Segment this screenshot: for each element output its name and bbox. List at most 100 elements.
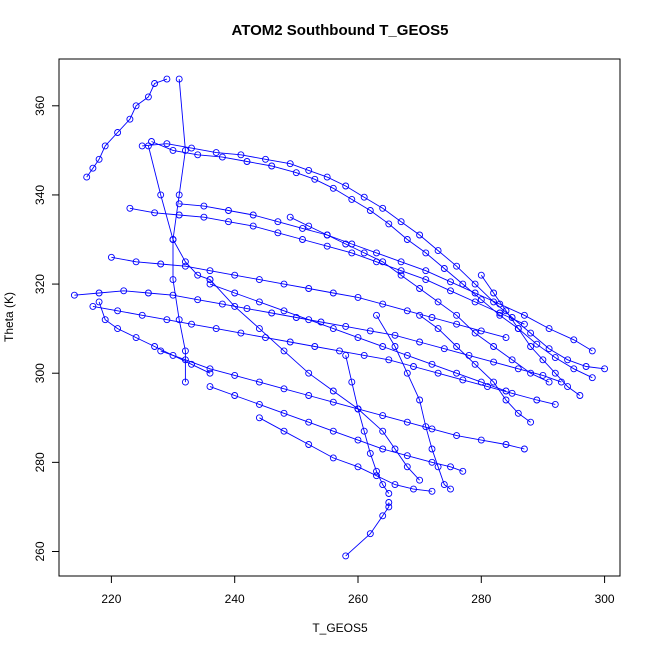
data-point	[151, 80, 159, 87]
data-point	[280, 280, 288, 288]
data-point	[410, 363, 417, 370]
data-point	[132, 258, 140, 266]
x-axis-label: T_GEOS5	[312, 621, 368, 635]
data-point	[471, 360, 479, 368]
data-point	[323, 242, 331, 250]
data-point	[206, 365, 214, 373]
chart-title: ATOM2 Southbound T_GEOS5	[232, 22, 449, 39]
data-point	[453, 311, 461, 319]
y-axis: 260 280 300 320 340 360	[33, 95, 59, 562]
data-point	[410, 485, 417, 493]
data-point	[348, 249, 356, 257]
data-point	[114, 307, 122, 315]
data-point	[397, 218, 405, 226]
data-point	[342, 182, 350, 190]
data-point	[360, 193, 368, 201]
data-point	[422, 423, 430, 431]
data-point	[305, 418, 313, 426]
series-line	[172, 79, 186, 383]
data-point	[89, 302, 97, 310]
data-point	[373, 467, 380, 475]
x-tick-label: 300	[595, 592, 615, 606]
data-point	[206, 280, 214, 288]
data-point	[527, 343, 535, 350]
data-layer	[70, 75, 609, 560]
data-point	[188, 360, 195, 368]
series-line	[480, 274, 581, 396]
data-point	[169, 276, 177, 284]
data-point	[299, 236, 306, 243]
data-point	[274, 229, 282, 237]
data-point	[243, 305, 251, 313]
data-point	[280, 427, 288, 435]
data-point	[194, 271, 202, 279]
data-point	[243, 158, 251, 165]
data-point	[570, 336, 578, 344]
data-point	[169, 291, 177, 299]
data-point	[120, 287, 128, 295]
data-point	[329, 427, 337, 435]
data-point	[471, 289, 479, 297]
data-point	[434, 298, 442, 306]
data-point	[95, 155, 103, 163]
data-point	[428, 487, 436, 495]
x-tick-label: 280	[471, 592, 491, 606]
data-point	[471, 298, 479, 306]
data-point	[428, 425, 436, 433]
series-line	[111, 256, 507, 339]
data-point	[391, 343, 399, 350]
data-point	[385, 499, 393, 506]
data-point	[576, 392, 584, 399]
data-point	[212, 149, 220, 157]
data-point	[440, 265, 448, 272]
data-point	[508, 356, 516, 364]
series-line	[86, 78, 168, 178]
data-point	[218, 153, 226, 161]
data-point	[539, 356, 547, 364]
data-point	[299, 224, 306, 232]
data-point	[175, 191, 183, 199]
data-point	[373, 249, 380, 257]
data-point	[342, 240, 350, 248]
series-line	[179, 203, 593, 352]
data-point	[459, 467, 467, 475]
data-point	[181, 258, 189, 266]
data-point	[231, 392, 239, 399]
data-point	[218, 300, 226, 308]
data-point	[181, 262, 189, 270]
data-point	[416, 285, 424, 292]
data-point	[366, 530, 374, 538]
data-point	[379, 427, 387, 435]
data-point	[169, 146, 177, 154]
data-point	[70, 291, 78, 299]
data-point	[292, 314, 300, 321]
data-point	[447, 463, 454, 471]
data-point	[255, 276, 263, 284]
data-point	[570, 365, 578, 373]
data-point	[342, 351, 350, 359]
data-point	[557, 378, 565, 386]
data-point	[101, 316, 109, 324]
data-point	[385, 220, 393, 228]
data-point	[527, 329, 535, 337]
data-point	[329, 398, 337, 406]
data-point	[434, 463, 442, 471]
data-point	[126, 115, 134, 123]
data-point	[181, 347, 189, 355]
data-point	[200, 213, 208, 221]
data-point	[416, 231, 424, 239]
data-point	[329, 325, 337, 333]
data-point	[484, 383, 491, 391]
data-point	[379, 445, 387, 453]
data-point	[397, 271, 405, 279]
data-point	[496, 309, 504, 317]
data-point	[551, 400, 559, 408]
data-point	[286, 338, 294, 346]
data-point	[502, 307, 510, 315]
data-point	[114, 129, 122, 136]
data-point	[477, 327, 485, 335]
data-point	[440, 481, 448, 489]
data-point	[175, 211, 183, 219]
data-point	[459, 376, 467, 384]
data-point	[342, 322, 350, 330]
